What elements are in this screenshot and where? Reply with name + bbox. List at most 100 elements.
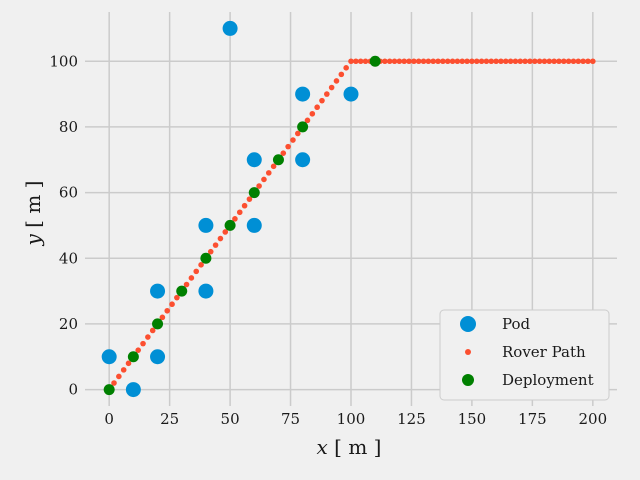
rover-path-point — [406, 58, 412, 65]
rover-path-point — [120, 367, 127, 373]
rover-path-point — [488, 58, 495, 65]
rover-path-point — [502, 58, 509, 65]
rover-path-point — [493, 58, 499, 65]
rover-path-point — [280, 150, 287, 156]
pod-marker — [295, 152, 311, 168]
rover-path-point — [256, 183, 262, 189]
rover-path-point — [498, 58, 504, 65]
legend-rover-path-label: Rover Path — [502, 343, 586, 361]
rover-path-point — [145, 334, 151, 340]
rover-path-point — [425, 58, 432, 65]
deployment-marker — [272, 154, 284, 166]
rover-path-point — [140, 340, 146, 347]
rover-path-point — [285, 143, 291, 150]
rover-path-point — [222, 229, 229, 235]
rover-path-point — [149, 327, 156, 334]
y-tick-label: 60 — [59, 184, 78, 202]
rover-path-point — [338, 71, 345, 78]
rover-path-point — [116, 373, 122, 380]
x-tick-label: 75 — [281, 410, 300, 428]
x-tick-label: 200 — [578, 410, 607, 428]
rover-path-point — [246, 196, 253, 202]
legend-box — [439, 309, 610, 401]
rover-path-point — [435, 58, 441, 65]
rover-path-point — [135, 347, 141, 353]
x-tick-label: 150 — [458, 410, 487, 428]
rover-path-point — [164, 307, 171, 314]
pod-marker — [198, 217, 214, 233]
tick-labels: 0 25 50 75 100 125 150 175 200 0 20 40 60 80 100 — [49, 52, 607, 428]
rover-path-point — [270, 163, 277, 170]
rover-path-point — [232, 216, 238, 222]
rover-path-point — [159, 314, 166, 321]
rover-path-point — [241, 202, 248, 209]
deployment-marker — [224, 219, 236, 231]
rover-path-point — [314, 104, 320, 111]
rover-path-point — [207, 248, 214, 255]
rover-path-point — [125, 360, 132, 367]
rover-path-point — [483, 58, 490, 65]
rover-path-point — [212, 242, 219, 248]
legend-pod-label: Pod — [502, 315, 531, 333]
pod-marker — [222, 20, 238, 36]
pod-marker — [295, 86, 311, 102]
rover-path-point — [217, 235, 224, 242]
rover-path-point — [459, 58, 466, 65]
x-tick-label: 50 — [221, 410, 240, 428]
rover-path-point — [541, 58, 548, 65]
x-tick-label: 25 — [160, 410, 179, 428]
rover-path-point — [478, 58, 485, 65]
pod-marker — [246, 217, 262, 233]
rover-path-point — [454, 58, 461, 65]
legend-pod-marker — [460, 316, 476, 332]
deployment-marker — [200, 252, 212, 264]
rover-path-point — [415, 58, 422, 65]
rover-path-point — [188, 275, 195, 281]
rover-path-point — [411, 58, 417, 65]
rover-path-point — [449, 58, 456, 65]
pod-marker — [198, 283, 214, 299]
rover-path-point — [507, 58, 514, 65]
rover-path-point — [261, 176, 267, 183]
deployment-marker — [152, 318, 164, 330]
rover-path-point — [193, 268, 200, 275]
rover-path-point — [561, 58, 567, 65]
pod-marker — [150, 283, 166, 299]
deployment-marker — [176, 285, 188, 297]
rover-path-point — [575, 58, 582, 65]
deployment-marker — [369, 55, 381, 67]
rover-path-point — [324, 91, 330, 97]
pod-marker — [101, 349, 117, 365]
rover-path-point — [580, 58, 586, 65]
rover-path-point — [319, 97, 325, 104]
rover-path-point — [396, 58, 403, 65]
rover-path-point — [290, 137, 296, 143]
rover-path-point — [198, 262, 204, 268]
pod-marker — [150, 349, 166, 365]
rover-path-point — [111, 380, 117, 386]
rover-path-point — [295, 130, 301, 137]
rover-path-point — [353, 58, 359, 65]
rover-path-point — [183, 281, 190, 288]
rover-path-point — [304, 117, 311, 124]
rover-path-point — [169, 301, 175, 308]
rover-path-point — [382, 58, 388, 65]
deployment-marker — [248, 187, 260, 199]
rover-path-point — [236, 209, 243, 216]
rover-path-point — [265, 170, 272, 176]
grid — [85, 12, 617, 406]
plot-area — [101, 20, 596, 398]
legend-deployment-label: Deployment — [502, 371, 594, 389]
rover-path-point — [343, 65, 349, 71]
rover-path-point — [348, 58, 354, 65]
rover-path-point — [309, 110, 316, 117]
deployment-marker — [297, 121, 309, 133]
rover-path-point — [430, 58, 437, 65]
rover-path-point — [473, 58, 480, 65]
rover-path-point — [551, 58, 557, 65]
rover-path-point — [401, 58, 408, 65]
rover-path-point — [517, 58, 524, 65]
rover-path-point — [512, 58, 519, 65]
